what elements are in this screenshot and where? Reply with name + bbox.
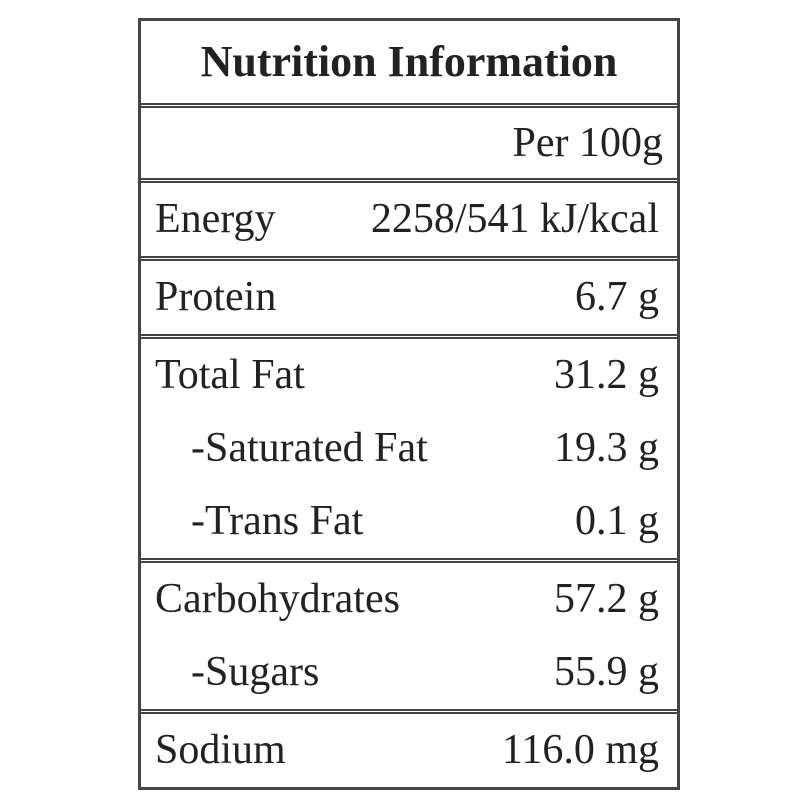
nutrient-row: -Sugars 55.9 g [141,636,677,709]
nutrient-value: 57.2 g [554,576,659,622]
nutrient-label: Sodium [155,727,286,773]
nutrient-label: -Trans Fat [191,498,364,544]
nutrient-row: -Trans Fat 0.1 g [141,485,677,558]
nutrient-row: Total Fat 31.2 g [141,339,677,412]
table-title: Nutrition Information [141,21,677,108]
nutrient-label: Total Fat [155,352,305,398]
nutrient-value: 116.0 mg [501,727,659,773]
nutrient-label: -Saturated Fat [191,425,428,471]
nutrient-label: -Sugars [191,649,320,695]
row-group: Protein 6.7 g [141,261,677,339]
nutrient-label: Protein [155,274,277,320]
row-group: Carbohydrates 57.2 g -Sugars 55.9 g [141,563,677,714]
nutrient-value: 31.2 g [554,352,659,398]
nutrition-table: Nutrition Information Per 100g Energy 225… [138,18,680,790]
column-header: Per 100g [141,108,677,183]
nutrient-label: Energy [155,196,276,242]
nutrient-value: 55.9 g [554,649,659,695]
nutrient-row: -Saturated Fat 19.3 g [141,412,677,485]
nutrient-row: Carbohydrates 57.2 g [141,563,677,636]
nutrient-value: 19.3 g [554,425,659,471]
nutrient-row: Energy 2258/541 kJ/kcal [141,183,677,256]
nutrient-value: 2258/541 kJ/kcal [370,196,659,242]
nutrient-row: Sodium 116.0 mg [141,714,677,787]
nutrient-label: Carbohydrates [155,576,400,622]
row-group: Sodium 116.0 mg [141,714,677,787]
row-group: Energy 2258/541 kJ/kcal [141,183,677,261]
nutrient-row: Protein 6.7 g [141,261,677,334]
nutrient-value: 6.7 g [575,274,659,320]
nutrient-value: 0.1 g [575,498,659,544]
row-group: Total Fat 31.2 g -Saturated Fat 19.3 g -Tran… [141,339,677,563]
